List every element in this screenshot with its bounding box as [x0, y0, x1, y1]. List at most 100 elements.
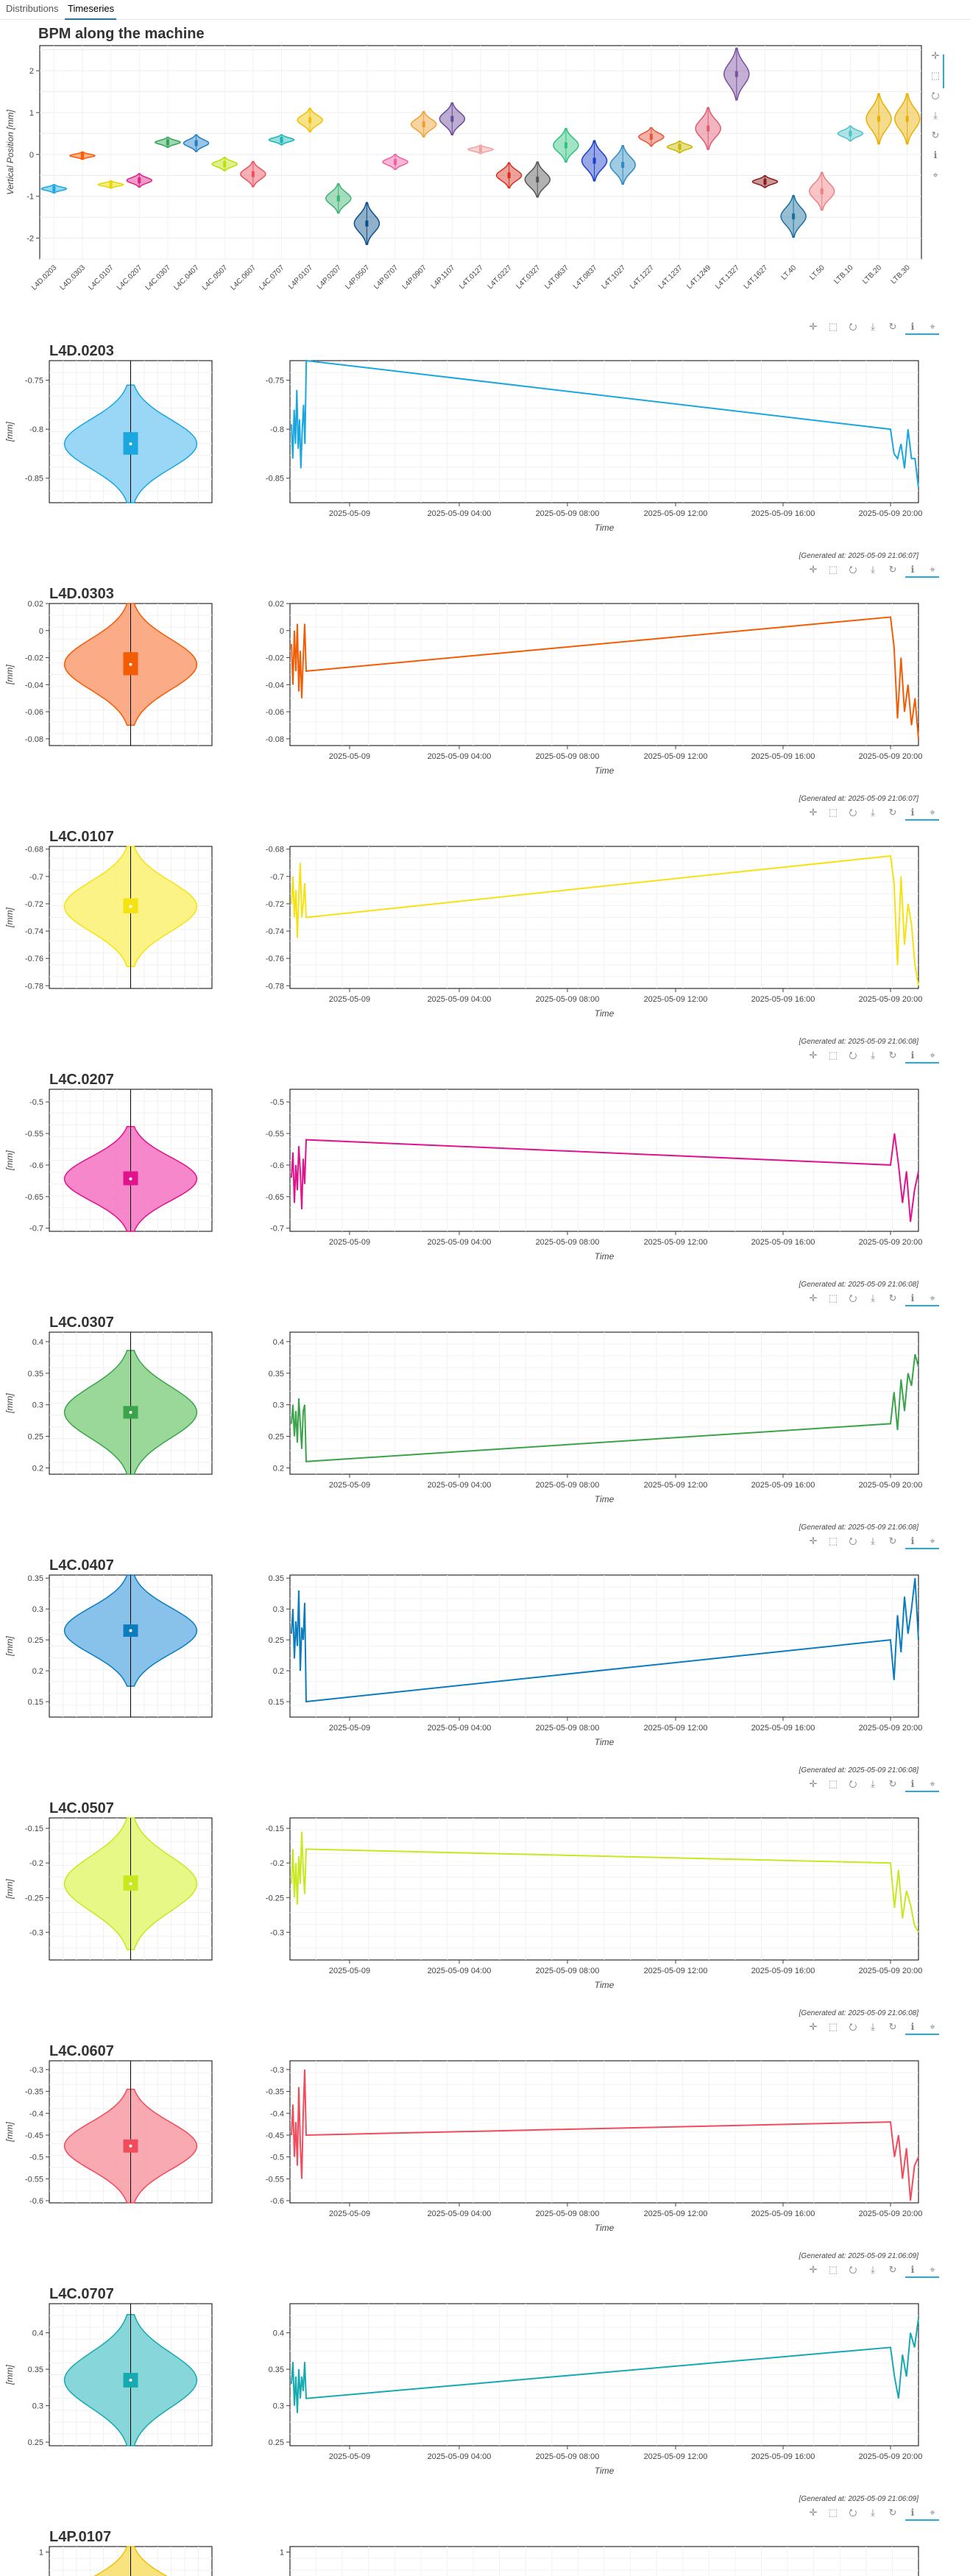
- save-icon[interactable]: ⤓: [871, 1292, 875, 1303]
- save-icon[interactable]: ⤓: [871, 321, 875, 332]
- pan-icon[interactable]: ✛: [810, 2021, 818, 2032]
- pan-icon[interactable]: ✛: [932, 50, 940, 61]
- save-icon[interactable]: ⤓: [871, 2264, 875, 2275]
- wheel-zoom-icon[interactable]: ⭮: [849, 1778, 857, 1789]
- box-zoom-icon[interactable]: ⬚: [829, 564, 838, 575]
- box-zoom-icon[interactable]: ⬚: [829, 807, 838, 818]
- wheel-zoom-icon[interactable]: ⭮: [849, 2264, 857, 2275]
- crosshair-icon[interactable]: ⌖: [930, 2507, 935, 2518]
- timeseries-line[interactable]: [291, 854, 919, 986]
- pan-icon[interactable]: ✛: [810, 564, 818, 575]
- y-tick-label: 0.02: [269, 600, 284, 609]
- box-zoom-icon[interactable]: ⬚: [931, 70, 940, 81]
- save-icon[interactable]: ⤓: [871, 1778, 875, 1789]
- crosshair-icon[interactable]: ⌖: [930, 1535, 935, 1546]
- reset-icon[interactable]: ↻: [889, 2021, 897, 2032]
- crosshair-icon[interactable]: ⌖: [930, 2264, 935, 2275]
- wheel-zoom-icon[interactable]: ⭮: [849, 807, 857, 818]
- save-icon[interactable]: ⤓: [871, 564, 875, 575]
- y-tick-label: -0.6: [29, 2197, 43, 2206]
- hover-icon[interactable]: ℹ: [911, 1292, 915, 1303]
- wheel-zoom-icon[interactable]: ⭮: [849, 1050, 857, 1061]
- reset-icon[interactable]: ↻: [889, 2264, 897, 2275]
- wheel-zoom-icon[interactable]: ⭮: [932, 90, 940, 101]
- timeseries-line[interactable]: [291, 1831, 919, 1933]
- pan-icon[interactable]: ✛: [810, 1050, 818, 1061]
- hover-icon[interactable]: ℹ: [911, 807, 915, 818]
- reset-icon[interactable]: ↻: [889, 321, 897, 332]
- y-tick-label: -0.3: [29, 1928, 43, 1937]
- hover-icon[interactable]: ℹ: [911, 564, 915, 575]
- crosshair-icon[interactable]: ⌖: [930, 807, 935, 818]
- box-zoom-icon[interactable]: ⬚: [829, 2507, 838, 2518]
- save-icon[interactable]: ⤓: [871, 1535, 875, 1546]
- box-zoom-icon[interactable]: ⬚: [829, 1050, 838, 1061]
- reset-icon[interactable]: ↻: [889, 1050, 897, 1061]
- crosshair-icon[interactable]: ⌖: [930, 1050, 935, 1061]
- box-zoom-icon[interactable]: ⬚: [829, 1778, 838, 1789]
- hover-icon[interactable]: ℹ: [911, 1050, 915, 1061]
- reset-icon[interactable]: ↻: [889, 564, 897, 575]
- timeseries-line[interactable]: [291, 2318, 919, 2413]
- toolbar-active-indicator: [905, 2276, 939, 2278]
- hover-icon[interactable]: ℹ: [911, 2021, 915, 2032]
- pan-icon[interactable]: ✛: [810, 2264, 818, 2275]
- pan-icon[interactable]: ✛: [810, 1535, 818, 1546]
- box-zoom-icon[interactable]: ⬚: [829, 2021, 838, 2032]
- wheel-zoom-icon[interactable]: ⭮: [849, 1535, 857, 1546]
- hover-icon[interactable]: ℹ: [911, 2507, 915, 2518]
- wheel-zoom-icon[interactable]: ⭮: [849, 564, 857, 575]
- wheel-zoom-icon[interactable]: ⭮: [849, 2021, 857, 2032]
- wheel-zoom-icon[interactable]: ⭮: [849, 2507, 857, 2518]
- crosshair-icon[interactable]: ⌖: [932, 169, 938, 180]
- crosshair-icon[interactable]: ⌖: [930, 1778, 935, 1789]
- save-icon[interactable]: ⤓: [933, 110, 938, 121]
- timeseries-line[interactable]: [291, 1354, 919, 1462]
- wheel-zoom-icon[interactable]: ⭮: [849, 1292, 857, 1303]
- pan-icon[interactable]: ✛: [810, 1292, 818, 1303]
- wheel-zoom-icon[interactable]: ⭮: [849, 321, 857, 332]
- save-icon[interactable]: ⤓: [871, 2021, 875, 2032]
- save-icon[interactable]: ⤓: [871, 1050, 875, 1061]
- save-icon[interactable]: ⤓: [871, 2507, 875, 2518]
- bpm-title: L4C.0607: [49, 2043, 114, 2059]
- hover-icon[interactable]: ℹ: [911, 1778, 915, 1789]
- crosshair-icon[interactable]: ⌖: [930, 321, 935, 332]
- hover-icon[interactable]: ℹ: [911, 1535, 915, 1546]
- timeseries-line[interactable]: [291, 2069, 919, 2201]
- box-zoom-icon[interactable]: ⬚: [829, 2264, 838, 2275]
- pan-icon[interactable]: ✛: [810, 807, 818, 818]
- tab-timeseries[interactable]: Timeseries: [68, 3, 115, 14]
- x-tick-label: 2025-05-09 04:00: [428, 1967, 492, 1975]
- timeseries-line[interactable]: [291, 1578, 919, 1703]
- violin-median: [129, 1410, 132, 1414]
- box-zoom-icon[interactable]: ⬚: [829, 321, 838, 332]
- crosshair-icon[interactable]: ⌖: [930, 1292, 935, 1303]
- x-tick-label: L4T.0837: [572, 263, 599, 291]
- reset-icon[interactable]: ↻: [889, 1535, 897, 1546]
- x-tick-label: LTB.30: [890, 263, 912, 286]
- timeseries-line[interactable]: [291, 359, 919, 489]
- reset-icon[interactable]: ↻: [889, 2507, 897, 2518]
- reset-icon[interactable]: ↻: [889, 1778, 897, 1789]
- box-zoom-icon[interactable]: ⬚: [829, 1292, 838, 1303]
- pan-icon[interactable]: ✛: [810, 2507, 818, 2518]
- tab-distributions[interactable]: Distributions: [6, 3, 59, 14]
- timeseries-line[interactable]: [291, 1133, 919, 1222]
- hover-icon[interactable]: ℹ: [911, 2264, 915, 2275]
- bpm-panel-L4C.0207: L4C.0207 -0.7 -0.65 -0.6 -0.55 -0.5 [mm] -0.7 -0…: [4, 1072, 922, 1289]
- timeseries-line[interactable]: [291, 616, 919, 739]
- y-tick-label: 0.35: [28, 2366, 43, 2374]
- save-icon[interactable]: ⤓: [871, 807, 875, 818]
- reset-icon[interactable]: ↻: [932, 130, 940, 141]
- hover-icon[interactable]: ℹ: [911, 321, 915, 332]
- crosshair-icon[interactable]: ⌖: [930, 2021, 935, 2032]
- reset-icon[interactable]: ↻: [889, 807, 897, 818]
- y-tick-label: 0.3: [273, 2402, 284, 2411]
- hover-icon[interactable]: ℹ: [934, 149, 938, 160]
- pan-icon[interactable]: ✛: [810, 1778, 818, 1789]
- pan-icon[interactable]: ✛: [810, 321, 818, 332]
- reset-icon[interactable]: ↻: [889, 1292, 897, 1303]
- box-zoom-icon[interactable]: ⬚: [829, 1535, 838, 1546]
- crosshair-icon[interactable]: ⌖: [930, 564, 935, 575]
